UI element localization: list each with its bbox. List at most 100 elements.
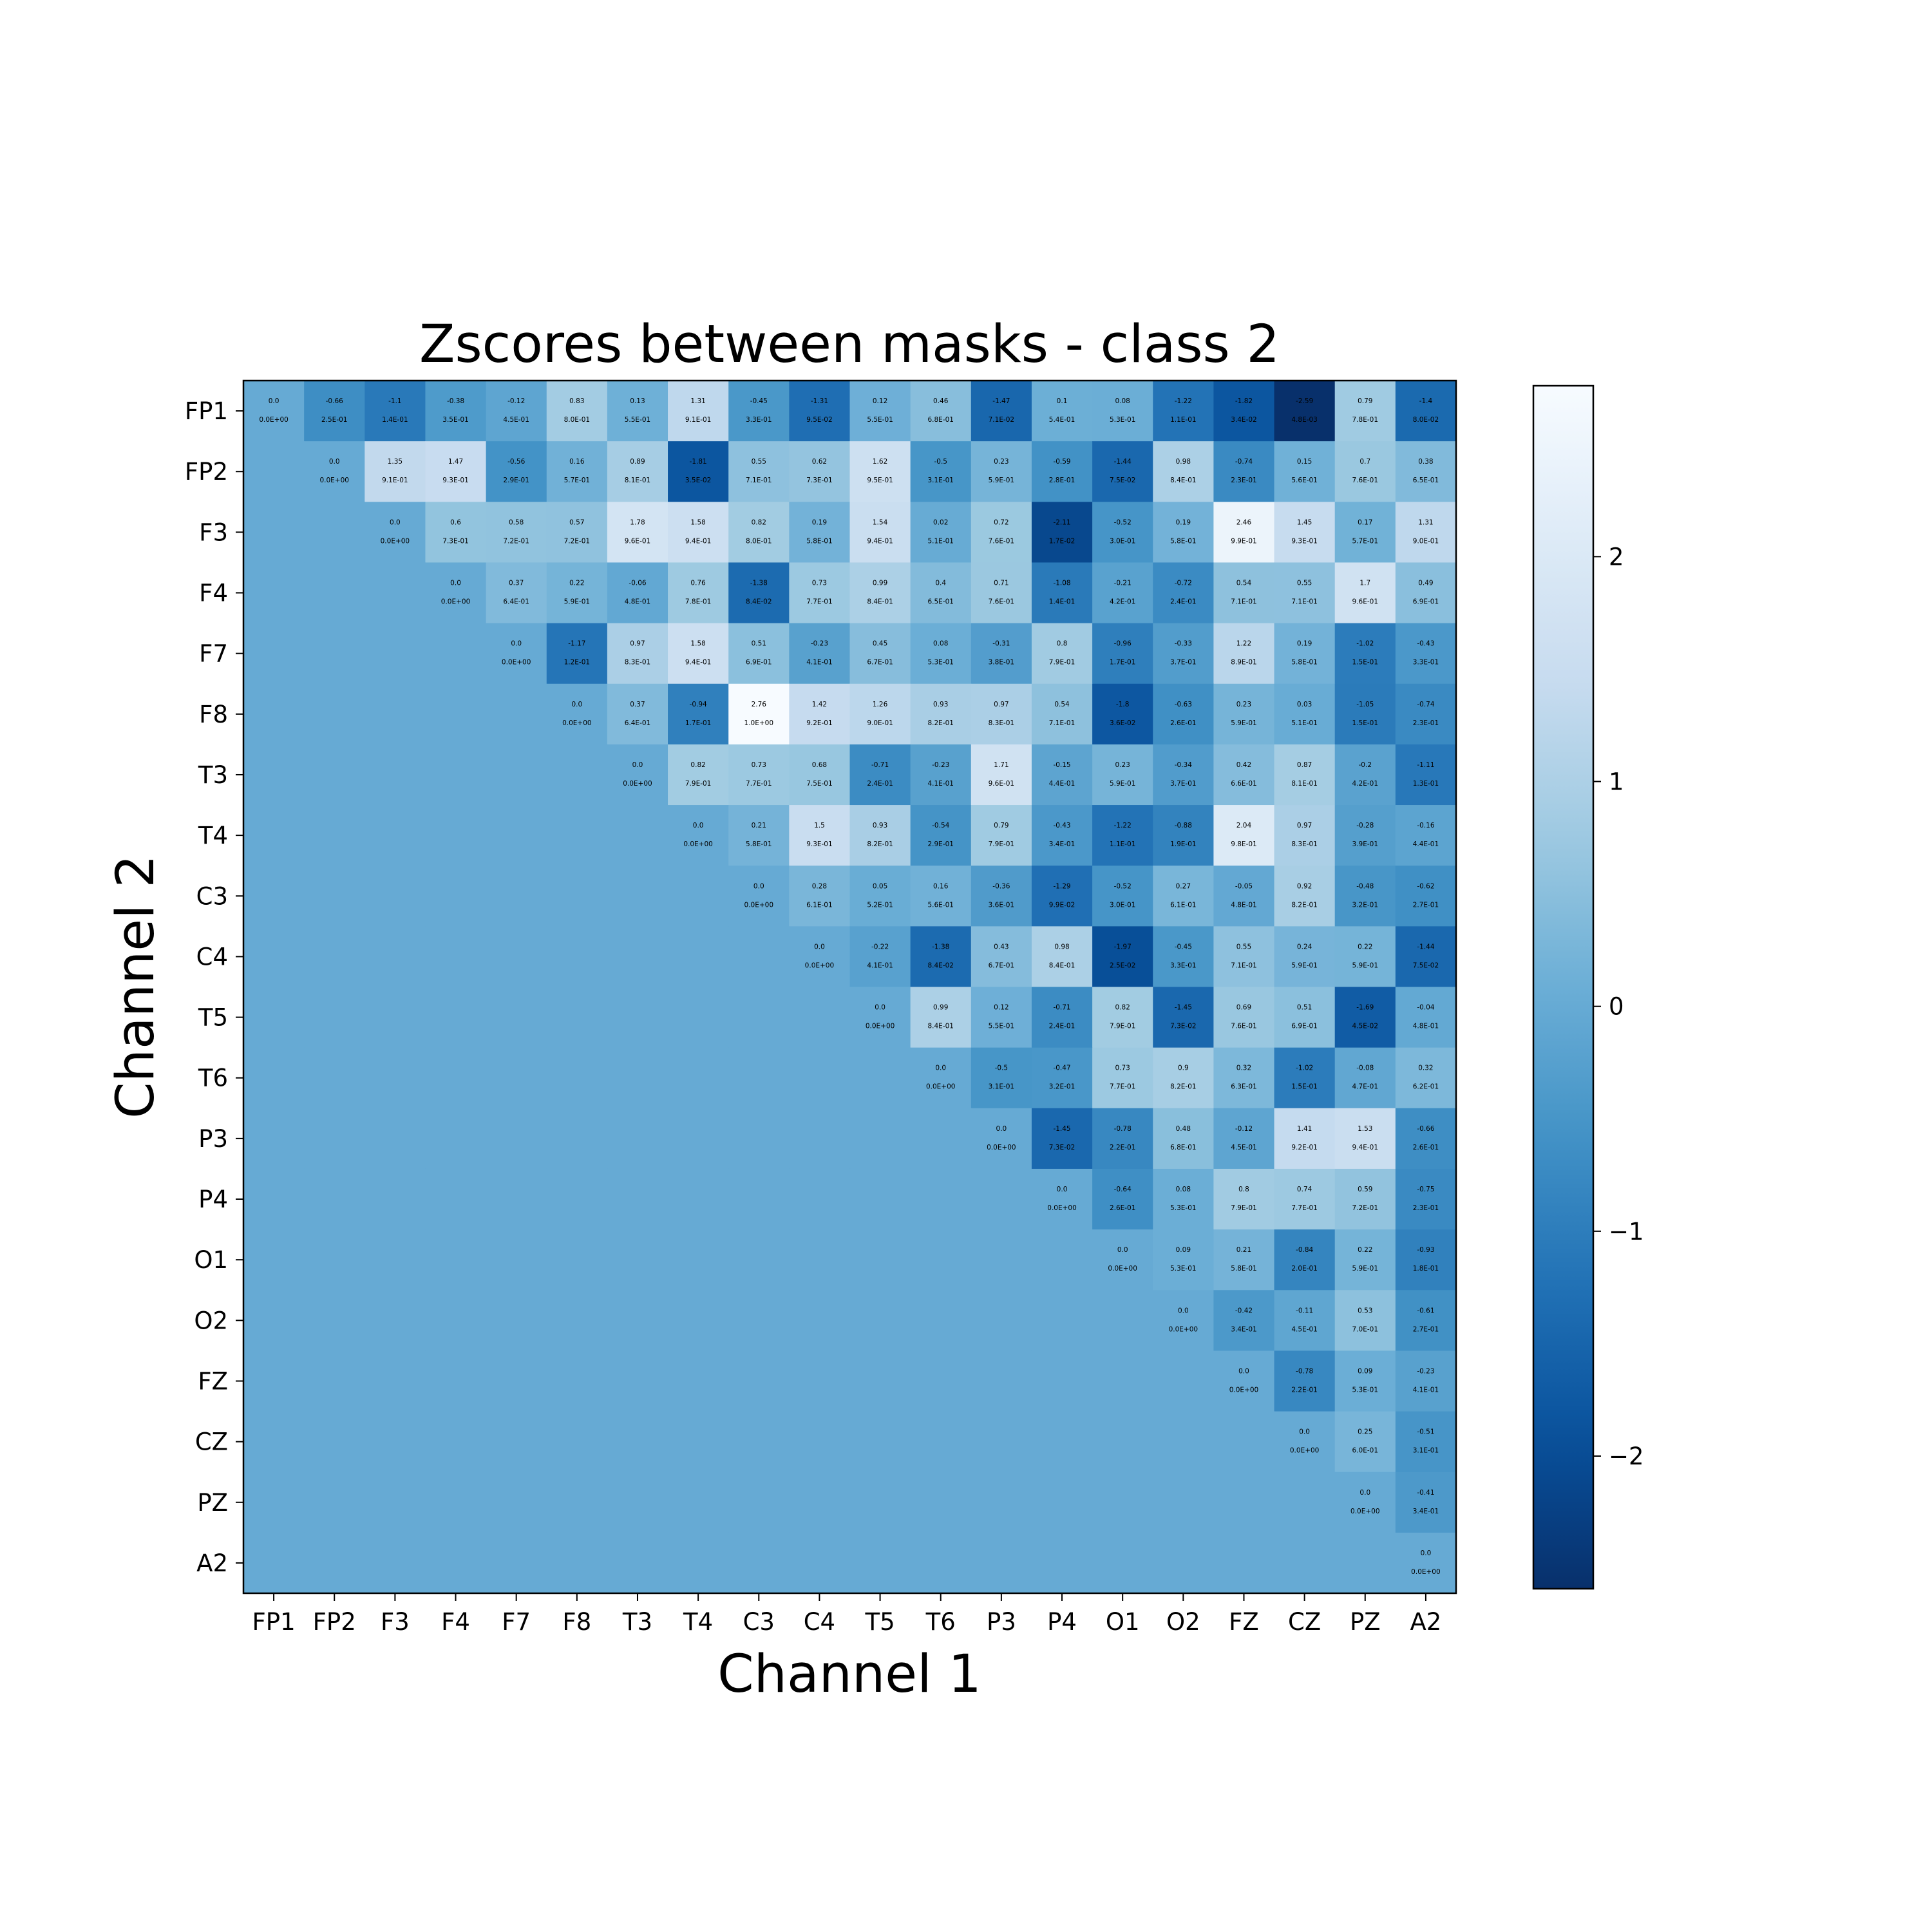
cell-zscore-label: 1.45 <box>1297 518 1312 526</box>
cell-pvalue-label: 5.3E-01 <box>1110 416 1135 424</box>
heatmap-cell <box>728 1168 790 1230</box>
cell-zscore-label: -0.12 <box>1235 1125 1253 1133</box>
cell-pvalue-label: 2.3E-01 <box>1231 477 1256 484</box>
heatmap-cell <box>789 562 851 624</box>
cell-pvalue-label: 3.6E-02 <box>1110 719 1135 727</box>
heatmap-cell <box>1153 1229 1214 1291</box>
cell-zscore-label: -1.44 <box>1114 458 1132 466</box>
cell-pvalue-label: 0.0E+00 <box>562 719 592 727</box>
heatmap-cell <box>789 805 851 866</box>
heatmap-cell <box>1274 1472 1336 1533</box>
cell-pvalue-label: 5.9E-01 <box>989 477 1014 484</box>
cell-pvalue-label: 5.7E-01 <box>564 477 590 484</box>
heatmap-cell <box>1153 502 1214 564</box>
cell-zscore-label: 0.89 <box>630 458 645 466</box>
cell-zscore-label: 1.42 <box>812 701 827 708</box>
cell-pvalue-label: 4.7E-01 <box>1352 1083 1378 1091</box>
heatmap-cell <box>1092 1290 1153 1351</box>
cell-zscore-label: 1.53 <box>1358 1125 1372 1133</box>
heatmap-cell-labels: 0.0 0.0E+00 -0.66 2.5E-01 -1.1 1.4E-01 -0.38 3.… <box>259 397 1440 1576</box>
heatmap-cell <box>607 441 668 502</box>
y-tick-label: T6 <box>198 1065 228 1092</box>
heatmap-cell <box>971 1290 1032 1351</box>
cell-pvalue-label: 3.7E-01 <box>1170 659 1196 667</box>
heatmap-cell <box>365 744 426 806</box>
cell-zscore-label: -1.69 <box>1356 1004 1374 1012</box>
heatmap-cell <box>607 502 668 564</box>
cell-zscore-label: -0.22 <box>871 943 889 951</box>
cell-pvalue-label: 2.6E-01 <box>1170 719 1196 727</box>
heatmap-cell <box>728 381 790 442</box>
heatmap-cell <box>910 1350 972 1412</box>
cell-zscore-label: 0.19 <box>1297 640 1312 648</box>
heatmap-cell <box>849 987 911 1048</box>
heatmap-cell <box>668 1229 729 1291</box>
y-tick-label: F8 <box>199 701 228 728</box>
cell-pvalue-label: 5.6E-01 <box>927 901 953 909</box>
heatmap-cell <box>1031 683 1093 745</box>
cell-zscore-label: 0.6 <box>450 518 461 526</box>
heatmap-cell <box>1395 562 1457 624</box>
cell-pvalue-label: 1.1E-01 <box>1170 416 1196 424</box>
cell-pvalue-label: 4.8E-01 <box>625 598 650 606</box>
heatmap-cell <box>607 562 668 624</box>
heatmap-cell <box>486 1532 547 1594</box>
y-tick-label: T5 <box>198 1004 228 1032</box>
cell-pvalue-label: 6.9E-01 <box>1413 598 1439 606</box>
cell-pvalue-label: 5.9E-01 <box>1231 719 1256 727</box>
colorbar-ticks: −2 −1 0 1 2 <box>1593 543 1644 1470</box>
cell-pvalue-label: 7.6E-01 <box>989 598 1014 606</box>
cell-zscore-label: 0.37 <box>509 580 524 587</box>
heatmap-cell <box>1274 1108 1336 1170</box>
cell-zscore-label: 0.98 <box>1054 943 1069 951</box>
heatmap-cell <box>607 1290 668 1351</box>
heatmap-cell <box>1395 744 1457 806</box>
heatmap-cell <box>1395 441 1457 502</box>
cell-zscore-label: 0.79 <box>1358 397 1372 405</box>
heatmap-cell <box>546 683 608 745</box>
cell-zscore-label: -1.1 <box>388 397 402 405</box>
heatmap-cell <box>971 381 1032 442</box>
cell-zscore-label: 0.22 <box>1358 1246 1372 1254</box>
cell-pvalue-label: 5.8E-01 <box>1291 659 1317 667</box>
cell-pvalue-label: 3.1E-01 <box>927 477 953 484</box>
heatmap-cell <box>607 1411 668 1473</box>
cell-zscore-label: 0.0 <box>450 580 461 587</box>
heatmap-cell <box>849 744 911 806</box>
heatmap-cell <box>910 1108 972 1170</box>
cell-zscore-label: 2.76 <box>752 701 767 708</box>
cell-pvalue-label: 3.7E-01 <box>1170 780 1196 788</box>
heatmap-cell <box>1334 1350 1396 1412</box>
heatmap-cell <box>1213 987 1275 1048</box>
heatmap-cell <box>1274 441 1336 502</box>
heatmap-cell <box>1031 1532 1093 1594</box>
cell-pvalue-label: 2.7E-01 <box>1413 901 1439 909</box>
heatmap-cell <box>910 562 972 624</box>
heatmap-cell <box>1395 987 1457 1048</box>
heatmap-cell <box>668 805 729 866</box>
heatmap-cell <box>910 1168 972 1230</box>
heatmap-cell <box>304 744 365 806</box>
heatmap-cell <box>1031 623 1093 685</box>
cell-zscore-label: 0.32 <box>1236 1065 1251 1072</box>
heatmap-cell <box>668 1350 729 1412</box>
cell-pvalue-label: 7.7E-01 <box>806 598 832 606</box>
heatmap-cell <box>1092 502 1153 564</box>
x-tick-label: O2 <box>1166 1608 1200 1636</box>
heatmap-cell <box>365 1168 426 1230</box>
cell-zscore-label: -0.12 <box>507 397 525 405</box>
chart-title: Zscores between masks - class 2 <box>419 314 1280 375</box>
cell-pvalue-label: 5.1E-01 <box>927 537 953 545</box>
heatmap-cell <box>425 683 487 745</box>
heatmap-cell <box>668 744 729 806</box>
cell-zscore-label: -0.75 <box>1417 1186 1434 1193</box>
cell-pvalue-label: 1.4E-01 <box>1049 598 1075 606</box>
cell-pvalue-label: 7.1E-01 <box>1049 719 1075 727</box>
heatmap-cell <box>728 1229 790 1291</box>
cell-zscore-label: 0.57 <box>569 518 584 526</box>
heatmap-cell <box>910 1229 972 1291</box>
cell-zscore-label: 1.5 <box>814 822 825 829</box>
cell-pvalue-label: 8.4E-02 <box>927 961 953 969</box>
y-axis-ticks: FP1 FP2 F3 F4 F7 F8 T3 T4 C3 C4 T5 T6 P3 P4 O1 O2 FZ CZ PZ… <box>185 397 243 1577</box>
cell-pvalue-label: 6.7E-01 <box>867 659 893 667</box>
